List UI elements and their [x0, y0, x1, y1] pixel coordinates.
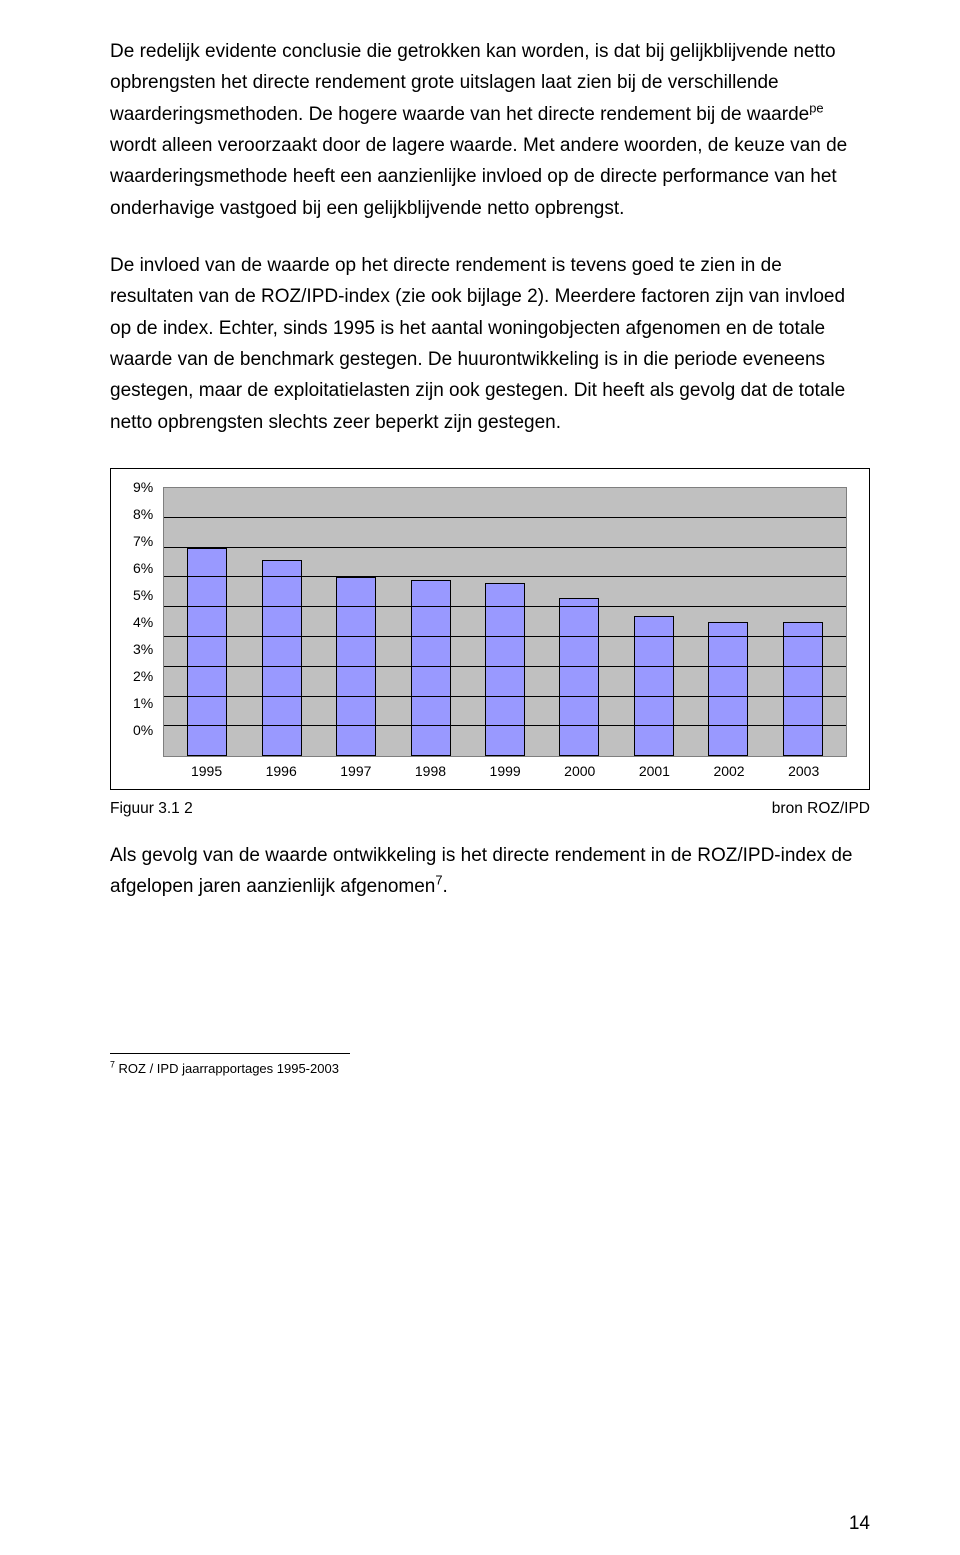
- chart-bars: [164, 488, 846, 756]
- chart-gridline: [164, 517, 846, 518]
- chart-y-tick: 2%: [133, 668, 153, 695]
- paragraph-1-superscript: pe: [809, 100, 823, 115]
- chart-gridline: [164, 725, 846, 726]
- document-page: De redelijk evidente conclusie die getro…: [0, 0, 960, 1555]
- chart-x-label: 2002: [709, 763, 749, 779]
- chart-y-tick: 7%: [133, 533, 153, 560]
- chart-x-label: 1996: [261, 763, 301, 779]
- chart-caption-row: Figuur 3.1 2 bron ROZ/IPD: [110, 800, 870, 818]
- chart-plot-area: [163, 487, 847, 757]
- chart-x-label: 1998: [410, 763, 450, 779]
- paragraph-1: De redelijk evidente conclusie die getro…: [110, 36, 870, 224]
- chart-bar: [485, 583, 525, 756]
- chart-gridline: [164, 547, 846, 548]
- chart-bar: [634, 616, 674, 756]
- chart-x-label: 1995: [187, 763, 227, 779]
- chart-plot-box: 1995 1996 1997 1998 1999 2000 2001 2002 2003: [163, 487, 847, 779]
- chart-y-tick: 9%: [133, 479, 153, 506]
- chart-y-tick: 0%: [133, 722, 153, 749]
- footnote: 7 ROZ / IPD jaarrapportages 1995-2003: [110, 1060, 870, 1078]
- chart-x-label: 2003: [784, 763, 824, 779]
- chart-y-tick: 8%: [133, 506, 153, 533]
- paragraph-1-text-a: De redelijk evidente conclusie die getro…: [110, 41, 836, 125]
- chart-x-label: 1999: [485, 763, 525, 779]
- chart-container: 9%8%7%6%5%4%3%2%1%0% 1995199619971998199…: [110, 468, 870, 790]
- chart-x-label: 1997: [336, 763, 376, 779]
- chart-y-tick: 1%: [133, 695, 153, 722]
- chart-y-axis: 9%8%7%6%5%4%3%2%1%0%: [133, 487, 163, 757]
- footnote-text: ROZ / IPD jaarrapportages 1995-2003: [115, 1061, 339, 1076]
- chart-x-label: 2001: [634, 763, 674, 779]
- chart-bar: [783, 622, 823, 756]
- chart-x-label: 2000: [560, 763, 600, 779]
- chart-gridline: [164, 576, 846, 577]
- paragraph-2: De invloed van de waarde op het directe …: [110, 250, 870, 438]
- chart-bar: [336, 577, 376, 756]
- chart-y-tick: 6%: [133, 560, 153, 587]
- chart-y-tick: 5%: [133, 587, 153, 614]
- chart-y-tick: 3%: [133, 641, 153, 668]
- page-number: 14: [849, 1513, 870, 1535]
- paragraph-3-superscript: 7: [435, 873, 442, 888]
- chart-gridline: [164, 666, 846, 667]
- figure-source: bron ROZ/IPD: [772, 800, 870, 818]
- chart-bar: [708, 622, 748, 756]
- paragraph-1-text-b: wordt alleen veroorzaakt door de lagere …: [110, 135, 847, 219]
- chart-gridline: [164, 696, 846, 697]
- figure-label: Figuur 3.1 2: [110, 800, 193, 818]
- chart-bar: [559, 598, 599, 756]
- paragraph-3-text-b: .: [443, 876, 448, 897]
- chart-x-axis: 1995 1996 1997 1998 1999 2000 2001 2002 2003: [163, 757, 847, 779]
- chart-y-tick: 4%: [133, 614, 153, 641]
- paragraph-3-text-a: Als gevolg van de waarde ontwikkeling is…: [110, 845, 852, 897]
- chart-bar: [262, 560, 302, 757]
- paragraph-3: Als gevolg van de waarde ontwikkeling is…: [110, 840, 870, 903]
- chart-gridline: [164, 636, 846, 637]
- footnote-separator: [110, 1053, 350, 1054]
- bar-chart: 9%8%7%6%5%4%3%2%1%0% 1995199619971998199…: [133, 487, 847, 779]
- chart-gridline: [164, 606, 846, 607]
